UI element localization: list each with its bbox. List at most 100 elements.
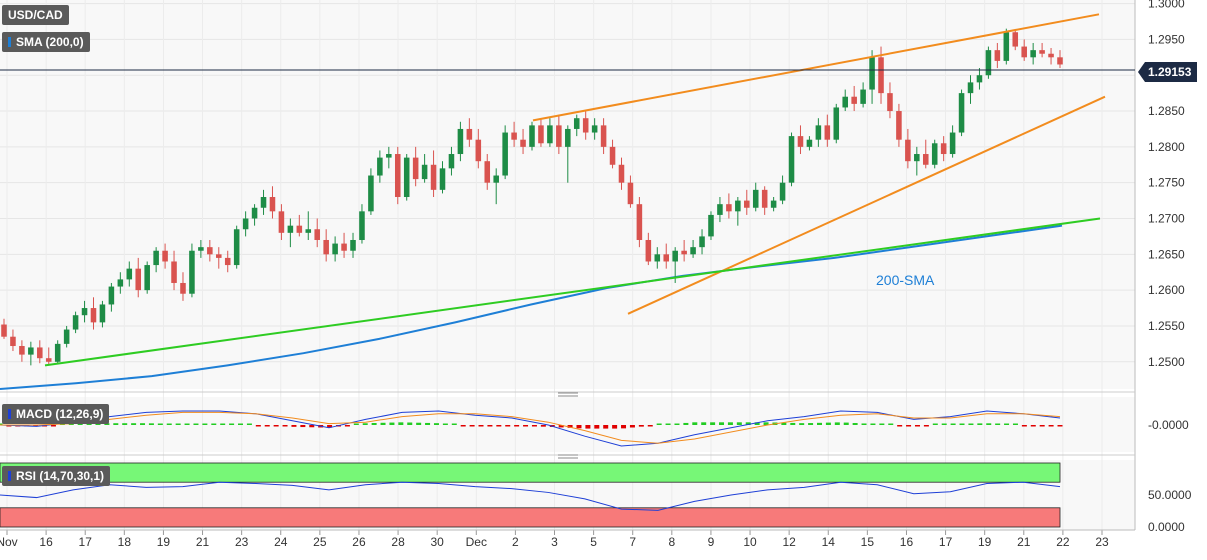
candle-body bbox=[153, 250, 159, 266]
macd-histogram-bar bbox=[665, 423, 671, 425]
candle-body bbox=[994, 50, 1001, 61]
candle-body bbox=[681, 250, 687, 255]
macd-histogram-bar bbox=[282, 425, 288, 427]
macd-histogram-bar bbox=[353, 423, 359, 425]
candle-body bbox=[806, 139, 813, 147]
macd-histogram-bar bbox=[157, 423, 163, 425]
macd-histogram-bar bbox=[514, 425, 520, 427]
candle-body bbox=[761, 189, 768, 208]
symbol-label[interactable]: USD/CAD bbox=[2, 5, 69, 25]
macd-histogram-bar bbox=[674, 423, 680, 425]
candle-body bbox=[538, 125, 544, 144]
macd-histogram-bar bbox=[211, 423, 217, 425]
macd-histogram-bar bbox=[1057, 425, 1063, 427]
candle-body bbox=[81, 308, 88, 316]
macd-histogram-bar bbox=[68, 423, 74, 425]
candle-body bbox=[887, 93, 893, 112]
candle-body bbox=[421, 164, 428, 180]
sma-indicator-label[interactable]: SMA (200,0) bbox=[2, 32, 90, 52]
rsi-indicator-label[interactable]: RSI (14,70,30,1) bbox=[2, 466, 111, 486]
macd-histogram-bar bbox=[238, 423, 244, 425]
candle-body bbox=[493, 175, 499, 183]
candle-body bbox=[484, 161, 491, 183]
candle-body bbox=[922, 154, 929, 165]
candle-body bbox=[511, 132, 517, 140]
price-tick-label: 1.2950 bbox=[1148, 32, 1185, 46]
sma-color-swatch bbox=[8, 37, 11, 47]
time-tick-label: 30 bbox=[430, 535, 444, 549]
candle-body bbox=[242, 218, 249, 230]
candle-body bbox=[1039, 50, 1045, 54]
trendline[interactable] bbox=[532, 13, 1100, 122]
macd-histogram-bar bbox=[754, 422, 760, 425]
candle-body bbox=[547, 125, 553, 144]
candle-body bbox=[475, 139, 482, 162]
macd-histogram-bar bbox=[852, 423, 858, 425]
macd-histogram-bar bbox=[995, 423, 1001, 425]
macd-histogram-bar bbox=[50, 425, 56, 427]
macd-indicator-label[interactable]: MACD (12,26,9) bbox=[2, 404, 110, 424]
macd-histogram-bar bbox=[558, 425, 564, 428]
sma-indicator-text: SMA (200,0) bbox=[16, 35, 84, 49]
macd-histogram-bar bbox=[941, 423, 947, 425]
candle-body bbox=[341, 243, 347, 251]
time-tick-label: 22 bbox=[1056, 535, 1070, 549]
price-tick-label: 1.2550 bbox=[1148, 319, 1185, 333]
time-tick-label: 23 bbox=[235, 535, 249, 549]
price-tick-label: 1.2500 bbox=[1148, 355, 1185, 369]
macd-histogram-bar bbox=[255, 425, 261, 427]
trendline[interactable] bbox=[627, 95, 1106, 315]
candle-body bbox=[869, 57, 875, 90]
candle-body bbox=[752, 189, 759, 208]
candle-body bbox=[403, 157, 410, 198]
candle-body bbox=[958, 93, 965, 133]
resize-grip-icon[interactable] bbox=[558, 392, 578, 397]
price-tick-label: 1.2850 bbox=[1148, 104, 1185, 118]
macd-histogram-bar bbox=[291, 425, 297, 427]
macd-histogram-bar bbox=[469, 425, 475, 427]
macd-histogram-bar bbox=[843, 422, 849, 425]
time-tick-label: 15 bbox=[861, 535, 875, 549]
macd-indicator-text: MACD (12,26,9) bbox=[16, 407, 104, 421]
candle-body bbox=[305, 229, 312, 233]
sma-200-line bbox=[0, 224, 1063, 390]
rsi-oversold-zone bbox=[0, 507, 1061, 528]
macd-histogram-bar bbox=[184, 423, 190, 425]
candle-body bbox=[645, 239, 652, 262]
macd-histogram-bar bbox=[220, 423, 226, 425]
candle-body bbox=[198, 247, 204, 251]
candle-body bbox=[207, 247, 213, 255]
rsi-tick-label: 0.0000 bbox=[1148, 520, 1185, 534]
macd-histogram-bar bbox=[719, 422, 725, 425]
time-tick-label: Nov bbox=[0, 535, 18, 549]
candle-body bbox=[412, 157, 419, 180]
candle-body bbox=[180, 282, 186, 294]
candle-body bbox=[1048, 53, 1054, 58]
macd-histogram-bar bbox=[300, 425, 306, 428]
macd-histogram-bar bbox=[825, 422, 831, 425]
macd-histogram-bar bbox=[1004, 423, 1010, 425]
rsi-line bbox=[0, 481, 1061, 511]
resize-grip-icon[interactable] bbox=[558, 454, 578, 459]
macd-histogram-bar bbox=[380, 422, 386, 425]
candle-body bbox=[842, 96, 848, 108]
candle-body bbox=[386, 154, 392, 158]
candle-body bbox=[332, 243, 338, 255]
time-tick-label: 8 bbox=[668, 535, 675, 549]
candle-body bbox=[717, 204, 723, 215]
macd-histogram-bar bbox=[344, 425, 350, 427]
macd-histogram-bar bbox=[433, 423, 439, 425]
rsi-overbought-zone bbox=[0, 462, 1061, 483]
macd-histogram-bar bbox=[371, 422, 377, 425]
trendline[interactable] bbox=[44, 217, 1101, 367]
time-tick-label: 17 bbox=[79, 535, 93, 549]
time-tick-label: 16 bbox=[39, 535, 53, 549]
rsi-indicator-text: RSI (14,70,30,1) bbox=[16, 469, 105, 483]
macd-histogram-bar bbox=[888, 423, 894, 425]
candle-body bbox=[1030, 50, 1036, 58]
macd-histogram-bar bbox=[745, 422, 751, 425]
macd-histogram-bar bbox=[710, 422, 716, 425]
macd-histogram-bar bbox=[621, 425, 627, 429]
